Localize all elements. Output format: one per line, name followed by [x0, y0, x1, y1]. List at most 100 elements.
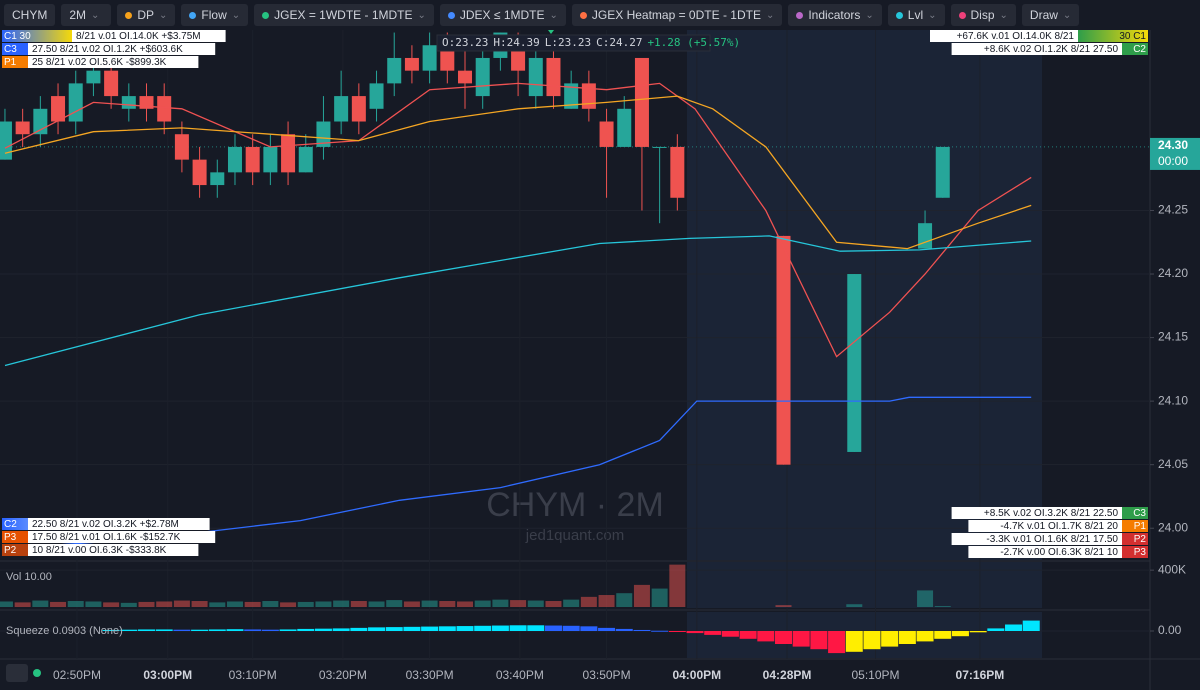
level-tag-box — [1122, 520, 1148, 532]
candle-body — [458, 70, 473, 84]
toolbar-button[interactable]: Lvl ⌄ — [887, 4, 945, 26]
candle-body — [528, 57, 543, 97]
volume-bar — [439, 601, 456, 607]
toolbar-button[interactable]: JGEX = 1WDTE - 1MDTE ⌄ — [254, 4, 434, 26]
readout-value: O:23.23 — [442, 36, 488, 49]
chevron: ⌄ — [231, 9, 241, 21]
volume-bar — [333, 600, 350, 607]
squeeze-bar — [173, 629, 191, 631]
readout-marker — [548, 30, 554, 34]
candle-body — [847, 274, 862, 452]
squeeze-bar — [969, 631, 987, 633]
level-tag-box — [2, 56, 28, 68]
candle-body — [670, 146, 685, 198]
readout-value: C:24.27 — [596, 36, 642, 49]
level-tag: P1 — [1134, 521, 1147, 532]
toolbar-button[interactable]: DP ⌄ — [117, 4, 176, 26]
volume-bar — [0, 601, 13, 607]
candle-body — [511, 45, 526, 71]
squeeze-bar — [651, 630, 669, 632]
candle-body — [281, 134, 296, 173]
panel-title: Squeeze 0.0903 (None) — [6, 625, 123, 637]
squeeze-bar — [474, 625, 492, 631]
candle-body — [68, 83, 83, 122]
level-text-box — [28, 544, 199, 556]
level-text: +8.5K v.02 OI.3.2K 8/21 22.50 — [984, 508, 1119, 519]
tv-logo — [6, 664, 41, 682]
level-tag: P3 — [4, 532, 17, 543]
squeeze-bar — [191, 629, 209, 631]
toolbar-button[interactable]: Flow ⌄ — [181, 4, 249, 26]
level-text-box — [72, 30, 226, 42]
indicator-dot — [895, 11, 903, 19]
toolbar-button[interactable]: Draw ⌄ — [1021, 4, 1080, 26]
countdown: 00:00 — [1158, 154, 1188, 168]
toolbar-button[interactable]: Indicators ⌄ — [788, 4, 882, 26]
level-tag-box — [1122, 43, 1148, 55]
squeeze-bar — [421, 626, 439, 631]
level-tag: P3 — [1134, 547, 1147, 558]
candle-body — [581, 83, 596, 109]
squeeze-bar — [916, 631, 934, 642]
candle-body — [157, 96, 172, 122]
level-text: -2.7K v.00 OI.6.3K 8/21 10 — [1000, 547, 1118, 558]
squeeze-bar — [704, 631, 722, 635]
y-tick-label: 24.25 — [1158, 203, 1188, 217]
moving-average-line — [4, 95, 1032, 250]
toolbar-button[interactable]: JDEX ≤ 1MDTE ⌄ — [439, 4, 566, 26]
level-tag: P2 — [1134, 534, 1147, 545]
candle-body — [316, 121, 331, 147]
squeeze-bar — [491, 625, 509, 631]
candle-body — [918, 223, 933, 249]
level-text: -3.3K v.01 OI.1.6K 8/21 17.50 — [986, 534, 1118, 545]
candle-body — [245, 146, 260, 173]
x-tick-label: 03:00PM — [143, 668, 192, 682]
ohlc-readout-box — [436, 34, 711, 52]
toolbar-button[interactable]: Disp ⌄ — [950, 4, 1016, 26]
candle-body — [404, 57, 419, 71]
volume-bar — [67, 601, 84, 607]
volume-bar — [651, 588, 668, 607]
level-text-box — [951, 43, 1122, 55]
button-label: Draw — [1029, 8, 1058, 22]
volume-bar — [156, 601, 173, 607]
toolbar-button[interactable]: JGEX Heatmap = 0DTE - 1DTE ⌄ — [571, 4, 783, 26]
readout-value: H:24.39 — [493, 36, 539, 49]
level-tag-box — [2, 544, 28, 556]
squeeze-bar — [120, 629, 138, 631]
squeeze-bar — [138, 629, 156, 631]
squeeze-bar — [226, 629, 244, 631]
candle-body — [210, 172, 225, 186]
level-text: +67.6K v.01 OI.14.0K 8/21 — [957, 31, 1075, 42]
x-tick-label: 05:10PM — [851, 668, 899, 682]
button-label: Lvl — [907, 8, 924, 22]
volume-bar — [103, 602, 120, 607]
candle-body — [86, 70, 101, 84]
chevron: ⌄ — [928, 9, 937, 21]
extended-hours-shade — [687, 562, 1042, 608]
volume-bar — [616, 593, 633, 607]
squeeze-bar — [828, 631, 846, 654]
squeeze-bar — [987, 628, 1005, 631]
candle-body — [51, 96, 66, 122]
readout-value: L:23.23 — [545, 36, 591, 49]
squeeze-bar — [721, 631, 739, 637]
volume-bar — [85, 601, 102, 607]
level-tag-box — [2, 518, 28, 530]
squeeze-bar — [155, 629, 173, 631]
symbol-button[interactable]: CHYM — [4, 4, 56, 26]
interval-button[interactable]: 2M ⌄ — [61, 4, 112, 26]
moving-average-line — [4, 235, 1032, 367]
squeeze-bar — [845, 631, 863, 652]
squeeze-bar — [774, 631, 792, 644]
squeeze-bar — [898, 631, 916, 644]
volume-bar — [315, 601, 332, 607]
level-tag-box — [2, 43, 28, 55]
y-tick-label: 24.00 — [1158, 520, 1188, 534]
level-tag-box — [2, 531, 28, 543]
candle-body — [652, 146, 667, 148]
candle-body — [121, 96, 136, 109]
level-text-box — [28, 518, 210, 530]
squeeze-bar — [863, 631, 881, 650]
indicator-dot — [262, 11, 270, 19]
